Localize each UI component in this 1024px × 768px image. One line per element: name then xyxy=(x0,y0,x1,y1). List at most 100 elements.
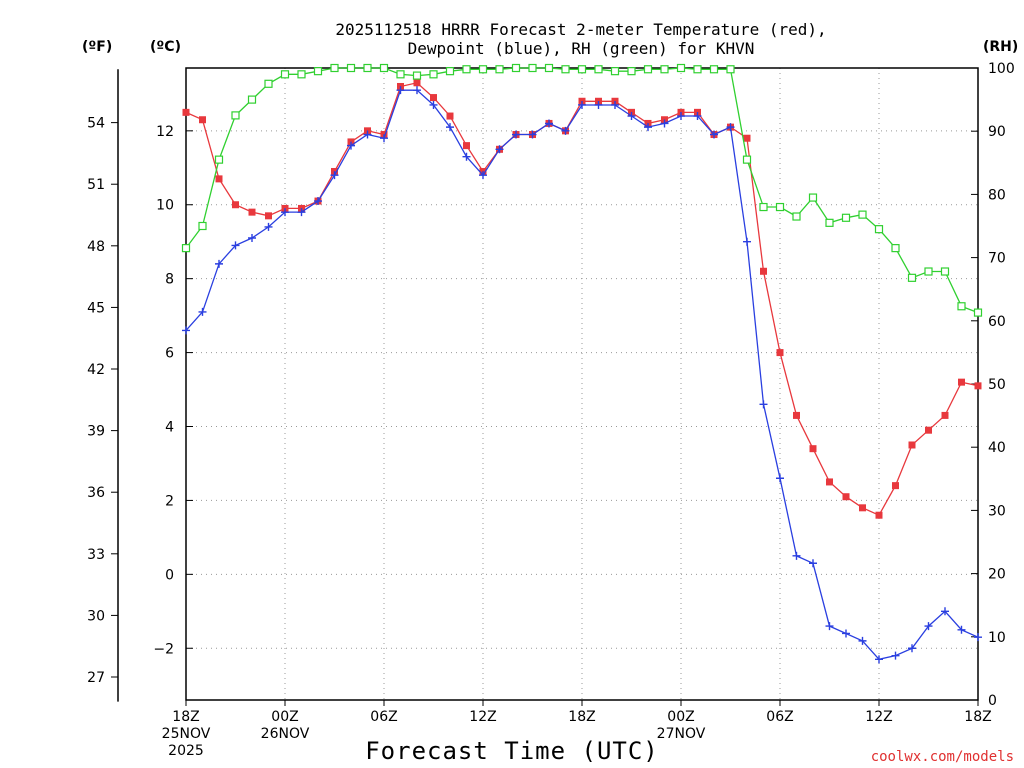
dewpoint-point xyxy=(759,400,768,409)
rh-point xyxy=(363,63,372,73)
dewpoint-point xyxy=(281,208,289,217)
fahrenheit-tick-label: 27 xyxy=(87,670,105,686)
dewpoint-point xyxy=(545,119,553,128)
x-tick-label: 06Z xyxy=(766,709,793,725)
dewpoint-point xyxy=(528,130,537,139)
rh-point xyxy=(198,221,207,231)
rh-point xyxy=(858,210,867,219)
celsius-tick-label: −2 xyxy=(153,641,174,657)
rh-point xyxy=(940,267,950,276)
temperature-point xyxy=(941,411,949,419)
temperature-point xyxy=(958,378,965,386)
temperature-point xyxy=(908,441,916,449)
dewpoint-point xyxy=(594,100,603,109)
x-tick-label: 12Z xyxy=(469,709,496,725)
rh-point xyxy=(775,202,785,212)
temperature-point xyxy=(826,478,833,486)
rh-tick-label: 70 xyxy=(988,251,1006,267)
grid-lines xyxy=(186,68,978,700)
dewpoint-point xyxy=(776,474,784,483)
rh-tick-label: 0 xyxy=(988,693,997,709)
temperature-point xyxy=(215,175,223,183)
celsius-axis-unit: (ºC) xyxy=(150,39,181,55)
temperature-point xyxy=(793,411,800,419)
dewpoint-point xyxy=(941,607,949,616)
temperature-point xyxy=(463,142,470,150)
dewpoint-point xyxy=(726,123,735,132)
celsius-tick-label: 10 xyxy=(156,198,174,214)
dewpoint-point xyxy=(875,655,883,664)
rh-point xyxy=(247,95,257,104)
dewpoint-point xyxy=(710,130,718,139)
x-tick-label: 00Z xyxy=(271,709,298,725)
rh-point xyxy=(610,67,620,76)
chart-title-line-1: 2025112518 HRRR Forecast 2-meter Tempera… xyxy=(335,20,826,39)
celsius-tick-label: 4 xyxy=(165,420,174,436)
fahrenheit-tick-label: 39 xyxy=(87,424,105,440)
rh-point xyxy=(313,67,323,76)
rh-point xyxy=(577,65,587,74)
dewpoint-point xyxy=(264,222,273,231)
temperature-point xyxy=(265,212,272,220)
temperature-point xyxy=(776,349,784,357)
dewpoint-point xyxy=(380,134,388,143)
x-tick-label: 06Z xyxy=(370,709,397,725)
temperature-point xyxy=(446,112,454,120)
temperature-point xyxy=(743,134,751,142)
rh-point xyxy=(924,267,933,276)
fahrenheit-axis-unit: (ºF) xyxy=(82,39,112,55)
rh-point xyxy=(511,63,521,73)
rh-tick-label: 50 xyxy=(988,377,1006,393)
rh-point xyxy=(726,65,735,74)
rh-point xyxy=(214,155,224,164)
rh-tick-label: 30 xyxy=(988,503,1006,519)
rh-point xyxy=(544,63,554,73)
rh-tick-label: 90 xyxy=(988,124,1006,140)
dewpoint-point xyxy=(924,622,933,631)
dewpoint-point xyxy=(578,100,586,109)
dewpoint-point xyxy=(512,130,520,139)
fahrenheit-tick-label: 54 xyxy=(87,116,105,132)
dewpoint-point xyxy=(413,86,421,95)
temperature-point xyxy=(875,511,883,519)
rh-point xyxy=(627,67,636,76)
fahrenheit-tick-label: 45 xyxy=(87,300,105,316)
rh-point xyxy=(643,65,653,74)
rh-point xyxy=(231,111,240,120)
temperature-point xyxy=(974,382,982,390)
temperature-point xyxy=(430,94,437,102)
x-tick-label: 18Z xyxy=(964,709,991,725)
dewpoint-point xyxy=(792,551,801,560)
fahrenheit-tick-label: 48 xyxy=(87,239,105,255)
dewpoint-point xyxy=(396,86,405,95)
dewpoint-point xyxy=(297,208,306,217)
dewpoint-point xyxy=(215,259,223,268)
chart-title: 2025112518 HRRR Forecast 2-meter Tempera… xyxy=(335,20,826,58)
rh-tick-label: 60 xyxy=(988,314,1006,330)
temperature-point xyxy=(413,79,421,87)
rh-point xyxy=(907,273,917,282)
rh-point xyxy=(957,302,966,311)
dewpoint-point xyxy=(347,141,355,150)
rh-point xyxy=(792,212,801,221)
celsius-tick-label: 8 xyxy=(165,272,174,288)
rh-point xyxy=(280,70,290,79)
x-tick-label: 27NOV xyxy=(657,726,706,742)
rh-point xyxy=(676,63,686,73)
dewpoint-point xyxy=(182,326,190,335)
dewpoint-point xyxy=(858,636,867,645)
fahrenheit-tick-label: 42 xyxy=(87,362,105,378)
temperature-point xyxy=(182,108,190,116)
x-tick-label: 26NOV xyxy=(261,726,310,742)
celsius-tick-label: 6 xyxy=(165,346,174,362)
credit-watermark: coolwx.com/models xyxy=(871,749,1014,765)
rh-point xyxy=(379,63,389,73)
rh-point xyxy=(297,70,306,79)
temperature-point xyxy=(232,201,239,209)
rh-tick-label: 100 xyxy=(988,61,1015,77)
rh-point xyxy=(396,70,405,79)
temperature-point xyxy=(248,208,256,216)
rh-tick-label: 40 xyxy=(988,440,1006,456)
rh-point xyxy=(808,193,818,202)
